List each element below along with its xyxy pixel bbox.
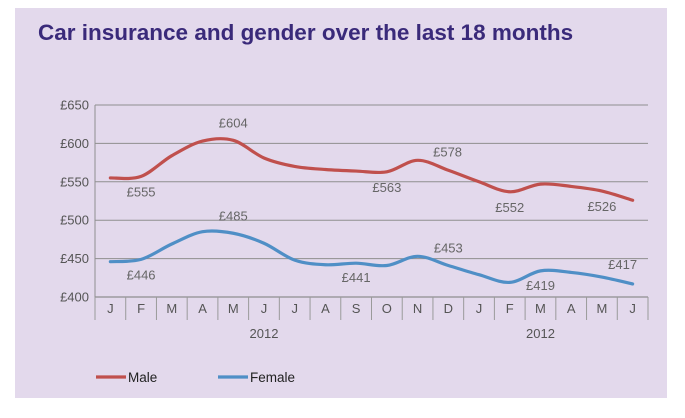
x-tick-label: F xyxy=(137,301,145,316)
x-tick-label: M xyxy=(166,301,177,316)
series-line-female xyxy=(108,229,635,286)
data-label: £563 xyxy=(372,180,401,195)
data-label: £604 xyxy=(219,115,248,130)
legend-label-male: Male xyxy=(128,370,157,385)
x-tick-label: J xyxy=(291,301,298,316)
x-tick-label: S xyxy=(352,301,361,316)
x-tick-label: A xyxy=(321,301,330,316)
x-tick-label: N xyxy=(413,301,422,316)
chart-title: Car insurance and gender over the last 1… xyxy=(38,20,574,45)
data-label: £485 xyxy=(219,208,248,223)
x-tick-label: A xyxy=(567,301,576,316)
data-label: £453 xyxy=(434,241,463,256)
x-tick-label: J xyxy=(629,301,636,316)
x-year-label: 2012 xyxy=(250,326,279,341)
x-tick-label: A xyxy=(198,301,207,316)
chart-panel xyxy=(15,8,667,398)
y-tick-label: £450 xyxy=(60,251,89,266)
y-tick-label: £500 xyxy=(60,213,89,228)
x-tick-label: J xyxy=(107,301,114,316)
x-tick-label: M xyxy=(535,301,546,316)
legend-label-female: Female xyxy=(250,370,295,385)
data-label: £441 xyxy=(342,270,371,285)
x-tick-label: J xyxy=(261,301,268,316)
data-label: £555 xyxy=(127,184,156,199)
x-tick-label: D xyxy=(444,301,453,316)
x-tick-label: M xyxy=(596,301,607,316)
series-line-male xyxy=(108,137,635,202)
data-label: £419 xyxy=(526,278,555,293)
data-label: £417 xyxy=(608,257,637,272)
x-tick-label: J xyxy=(476,301,483,316)
x-tick-label: M xyxy=(228,301,239,316)
y-tick-label: £550 xyxy=(60,174,89,189)
data-label: £552 xyxy=(495,200,524,215)
data-label: £446 xyxy=(127,267,156,282)
x-tick-label: F xyxy=(506,301,514,316)
x-year-label: 2012 xyxy=(526,326,555,341)
data-label: £526 xyxy=(587,199,616,214)
x-tick-label: O xyxy=(382,301,392,316)
y-tick-label: £400 xyxy=(60,290,89,305)
y-tick-label: £650 xyxy=(60,98,89,113)
data-label: £578 xyxy=(433,144,462,159)
y-tick-label: £600 xyxy=(60,136,89,151)
